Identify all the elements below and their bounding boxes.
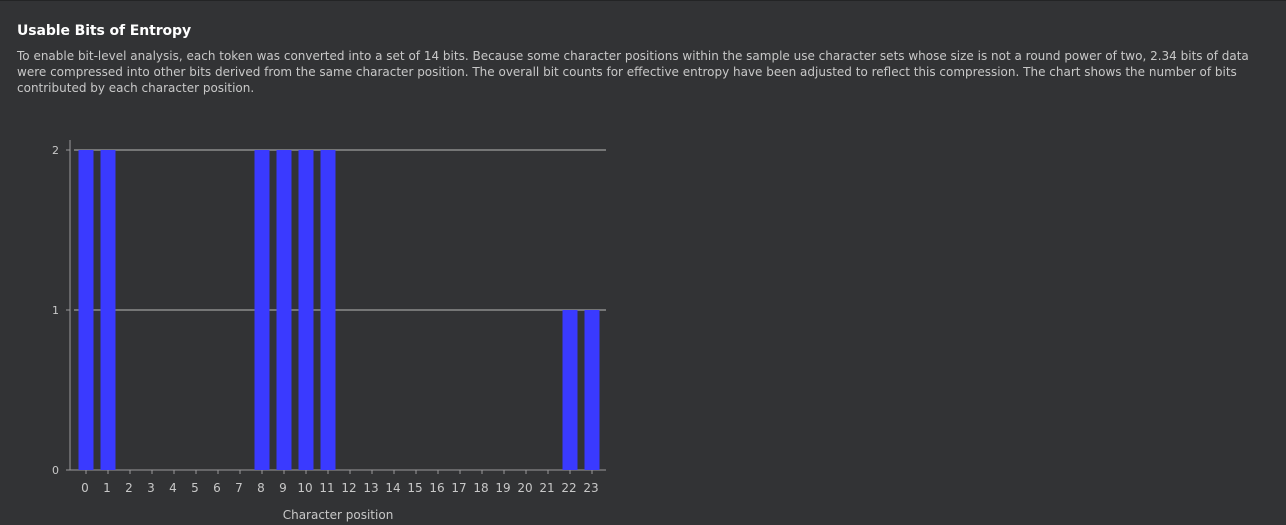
x-tick-label: 9: [279, 481, 287, 495]
bar-position-11: [320, 150, 336, 470]
section-title: Usable Bits of Entropy: [17, 23, 191, 39]
x-tick-label: 15: [407, 481, 422, 495]
x-tick-label: 14: [385, 481, 400, 495]
x-tick-label: 12: [341, 481, 356, 495]
x-tick-label: 6: [213, 481, 221, 495]
x-tick-label: 23: [583, 481, 598, 495]
section-description: To enable bit-level analysis, each token…: [17, 49, 1249, 95]
x-tick-label: 3: [147, 481, 155, 495]
x-tick-label: 21: [539, 481, 554, 495]
x-tick-label: 7: [235, 481, 243, 495]
x-tick-label: 22: [561, 481, 576, 495]
y-tick-label: 2: [52, 144, 59, 157]
bar-position-10: [298, 150, 314, 470]
x-tick-label: 1: [103, 481, 111, 495]
x-tick-label: 20: [517, 481, 532, 495]
y-tick-label: 1: [52, 304, 59, 317]
x-tick-label: 5: [191, 481, 199, 495]
x-tick-label: 8: [257, 481, 265, 495]
bar-position-22: [562, 310, 578, 470]
x-tick-label: 18: [473, 481, 488, 495]
bar-position-8: [254, 150, 270, 470]
x-tick-label: 16: [429, 481, 444, 495]
x-tick-label: 10: [297, 481, 312, 495]
x-tick-label: 11: [319, 481, 334, 495]
x-axis-label: Character position: [283, 508, 394, 522]
x-tick-label: 4: [169, 481, 177, 495]
y-tick-label: 0: [52, 464, 59, 477]
bar-position-0: [78, 150, 94, 470]
x-tick-label: 17: [451, 481, 466, 495]
x-tick-label: 2: [125, 481, 133, 495]
x-tick-label: 19: [495, 481, 510, 495]
bar-position-1: [100, 150, 116, 470]
x-tick-label: 13: [363, 481, 378, 495]
bar-position-23: [584, 310, 600, 470]
bar-position-9: [276, 150, 292, 470]
x-tick-label: 0: [81, 481, 89, 495]
